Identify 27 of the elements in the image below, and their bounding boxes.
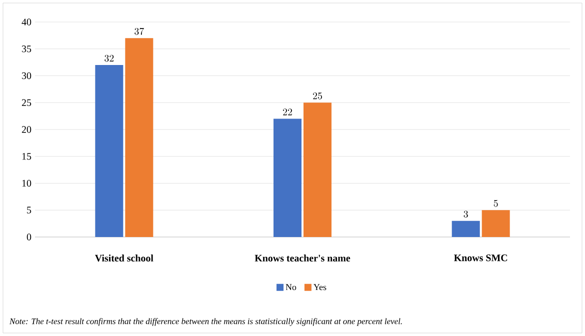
data-label: 5 [494, 200, 498, 207]
x-tick-label: Knows SMC [454, 254, 508, 262]
y-tick-label: 15 [22, 153, 32, 160]
y-tick-label: 25 [22, 99, 32, 106]
y-tick-label: 0 [26, 234, 32, 240]
bar [274, 118, 302, 237]
x-tick-label: Knows teacher's name [254, 254, 350, 262]
y-tick-label: 10 [22, 180, 32, 187]
legend-label: Yes [314, 284, 326, 290]
x-tick-label: Visited school [94, 254, 154, 262]
y-tick-label: 30 [22, 72, 32, 80]
data-label: 3 [464, 210, 468, 218]
y-tick-label: 40 [22, 18, 32, 26]
data-label: 37 [134, 28, 144, 35]
bar [452, 220, 480, 237]
data-label: 25 [313, 92, 322, 100]
text: Note: The t-test result confirms that the difference between the means is statistically significant at one percent level. [9, 318, 402, 326]
y-tick-label: 5 [27, 206, 32, 214]
legend-label: No [286, 284, 296, 290]
bar [95, 65, 124, 237]
y-tick-label: 20 [22, 126, 32, 133]
data-label: 22 [283, 108, 292, 116]
bar [304, 102, 332, 237]
data-label: 32 [104, 54, 114, 62]
bar [125, 38, 154, 237]
y-tick-label: 35 [22, 46, 32, 52]
bar [482, 210, 510, 237]
